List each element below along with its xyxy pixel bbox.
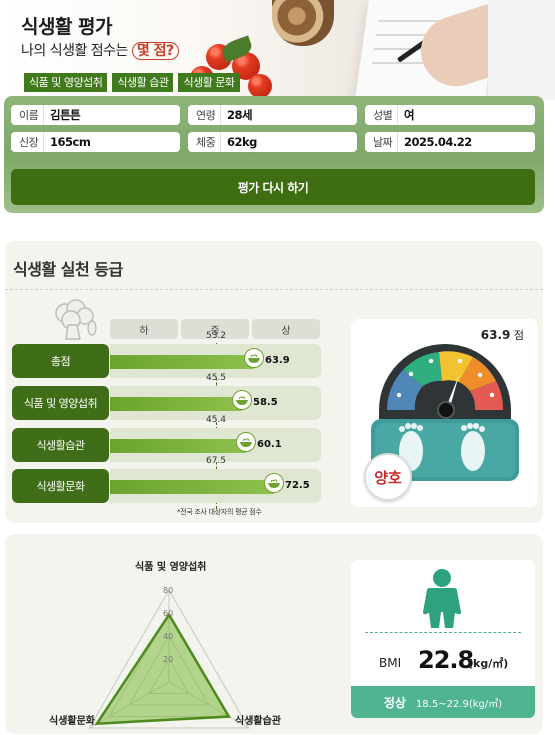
bmi-card: BMI 22.8 (kg/㎡) 정상 18.5~22.9(kg/㎡) — [351, 560, 535, 718]
bmi-unit: (kg/㎡) — [468, 657, 509, 670]
score-value: 72.5 — [285, 480, 310, 491]
date-field: 날짜 2025.04.22 — [365, 132, 535, 152]
height-label: 신장 — [19, 136, 39, 149]
gauge-score: 63.9 점 — [481, 327, 524, 343]
person-icon — [423, 569, 461, 628]
bowl-icon — [232, 390, 252, 410]
category-label: 총점 — [12, 344, 109, 378]
average-value: 45.4 — [205, 415, 227, 425]
category-label: 식품 및 영양섭취 — [12, 386, 109, 420]
score-bar-fill — [110, 355, 254, 369]
level-high-header: 상 — [252, 319, 320, 339]
radar-tick-label: 80 — [163, 586, 173, 595]
tag-eating-habits: 식생활 습관 — [112, 73, 174, 92]
bowl-icon — [264, 473, 284, 493]
grade-gauge: 63.9 점 — [351, 319, 538, 507]
category-label: 식생활습관 — [12, 428, 109, 462]
average-value: 53.2 — [205, 331, 227, 341]
score-value: 63.9 — [265, 355, 290, 366]
bmi-status: 정상 — [383, 695, 406, 710]
bmi-normal-range: 18.5~22.9(kg/㎡) — [415, 698, 503, 710]
average-value: 67.5 — [205, 456, 227, 466]
bowl-icon — [236, 432, 256, 452]
page-subtitle: 나의 식생활 점수는 몇 점? — [21, 40, 179, 60]
radar-axis-label: 식품 및 영양섭취 — [135, 560, 206, 573]
height-field: 신장 165cm — [11, 132, 180, 152]
date-label: 날짜 — [373, 136, 393, 149]
average-marker-line — [216, 343, 217, 509]
score-bar-fill — [110, 480, 274, 494]
radar-score-area — [94, 612, 231, 726]
bowl-icon — [244, 348, 264, 368]
subtitle-text: 나의 식생활 점수는 — [21, 43, 128, 59]
date-value: 2025.04.22 — [404, 135, 472, 149]
score-bar-fill — [110, 397, 242, 411]
gender-value: 여 — [404, 108, 415, 122]
weight-value: 62kg — [227, 135, 257, 149]
level-mid-header: 중 — [181, 319, 249, 339]
grade-section: 식생활 실천 등급 하 중 상 총점 63.9 53.2 식품 및 영양섭취 58.5 4… — [5, 241, 543, 523]
gauge-score-unit: 점 — [513, 329, 524, 342]
age-field: 연령 28세 — [188, 105, 357, 125]
section-title: 식생활 실천 등급 — [13, 260, 123, 279]
radar-axis-label: 식생활문화 — [49, 714, 96, 727]
age-label: 연령 — [196, 109, 216, 122]
name-label: 이름 — [19, 109, 39, 122]
sleeve-image — [488, 0, 555, 100]
tomato-image — [248, 74, 272, 98]
profile-panel: 이름 김튼튼 연령 28세 성별 여 신장 165cm 체중 62kg 날짜 2… — [4, 96, 544, 213]
grade-badge: 양호 — [364, 453, 412, 501]
gauge-score-value: 63.9 — [480, 328, 511, 342]
score-value: 60.1 — [257, 439, 282, 450]
page-title: 식생활 평가 — [21, 16, 113, 38]
name-field: 이름 김튼튼 — [11, 105, 180, 125]
gender-field: 성별 여 — [365, 105, 535, 125]
radar-tick-label: 60 — [163, 609, 173, 618]
tag-eating-culture: 식생활 문화 — [178, 73, 240, 92]
category-tags: 식품 및 영양섭취 식생활 습관 식생활 문화 — [24, 73, 240, 92]
header: 식생활 평가 나의 식생활 점수는 몇 점? 식품 및 영양섭취 식생활 습관 … — [0, 0, 555, 216]
age-value: 28세 — [227, 108, 253, 122]
radar-axis-label: 식생활습관 — [235, 714, 282, 727]
radar-tick-label: 20 — [163, 655, 173, 664]
walnuts-image — [272, 0, 334, 46]
height-value: 165cm — [50, 135, 91, 149]
broccoli-icon — [55, 299, 97, 340]
average-value: 45.5 — [205, 373, 227, 383]
weight-field: 체중 62kg — [188, 132, 357, 152]
weight-label: 체중 — [196, 136, 216, 149]
tag-food-nutrition: 식품 및 영양섭취 — [24, 73, 108, 92]
level-low-header: 하 — [110, 319, 178, 339]
recalculate-button[interactable]: 평가 다시 하기 — [11, 169, 535, 205]
radar-tick-label: 40 — [163, 632, 173, 641]
bmi-status-bar: 정상 18.5~22.9(kg/㎡) — [351, 686, 535, 718]
score-track: 63.9 53.2 — [110, 331, 321, 378]
subtitle-highlight: 몇 점? — [131, 42, 179, 60]
score-value: 58.5 — [253, 397, 278, 408]
radar-grid-ring — [88, 588, 250, 729]
average-note: *전국 조사 대상자의 평균 점수 — [177, 508, 262, 516]
section-divider — [5, 289, 543, 290]
score-track: 72.5 67.5 — [110, 456, 321, 503]
bmi-value: 22.8 — [418, 646, 474, 674]
bmi-label: BMI — [379, 656, 402, 670]
score-track: 58.5 45.5 — [110, 373, 321, 420]
score-bar-fill — [110, 439, 246, 453]
score-track: 60.1 45.4 — [110, 415, 321, 462]
gender-label: 성별 — [373, 109, 393, 122]
name-value: 김튼튼 — [50, 108, 81, 122]
bmi-divider — [365, 632, 521, 633]
category-label: 식생활문화 — [12, 469, 109, 503]
